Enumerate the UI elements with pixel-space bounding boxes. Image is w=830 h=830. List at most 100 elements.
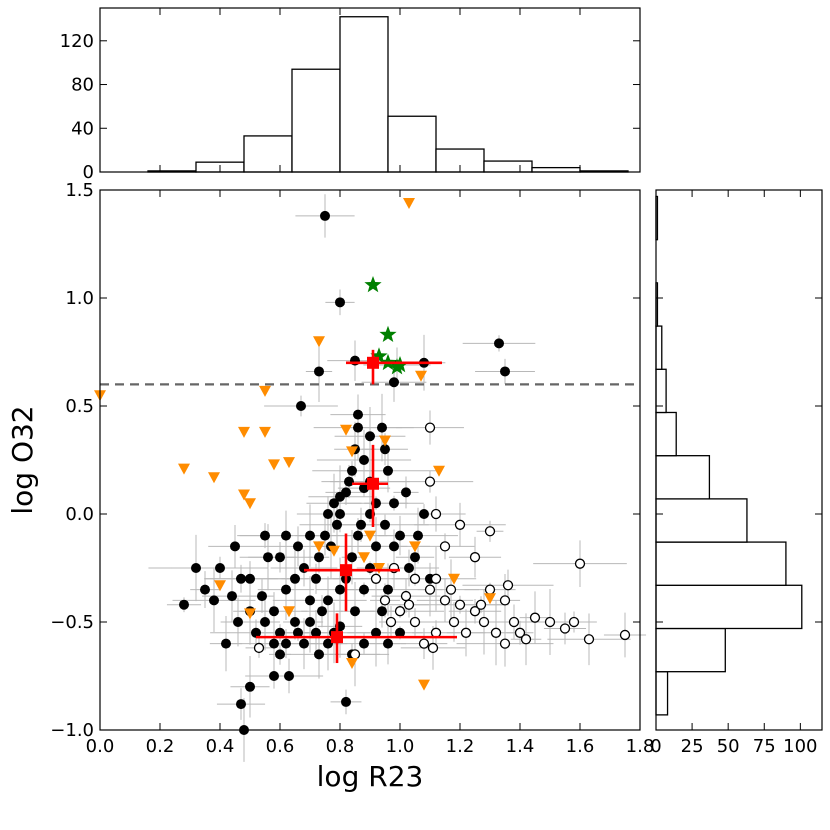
data-point-filled — [377, 606, 387, 617]
data-point-open — [484, 526, 496, 537]
top-histogram-panel: 0 40 80 120 — [60, 7, 641, 183]
x-tick-label: 0.2 — [146, 736, 175, 757]
data-point-filled — [284, 671, 294, 681]
data-point-filled — [323, 509, 333, 519]
data-point-open — [253, 642, 265, 654]
data-point-open — [403, 599, 415, 610]
binned-mean-marker — [367, 356, 379, 369]
y-tick-label: 80 — [71, 75, 94, 96]
histogram-bar — [531, 166, 581, 173]
x-tick-label: 100 — [783, 736, 817, 757]
histogram-bar — [655, 498, 748, 543]
data-point-filled — [347, 465, 357, 476]
data-point-star — [364, 276, 382, 293]
data-point-filled — [395, 627, 405, 638]
histogram-bar — [655, 627, 726, 673]
data-point-filled — [383, 465, 393, 476]
data-point-open — [508, 616, 520, 628]
data-point-open — [427, 642, 439, 654]
y-axis-label: log O32 — [6, 405, 39, 514]
data-point-filled — [404, 563, 414, 573]
data-point-open — [499, 595, 511, 606]
data-point-filled — [215, 563, 225, 573]
data-point-open — [439, 541, 451, 552]
data-point-triangle — [313, 336, 325, 348]
data-point-triangle — [346, 658, 358, 670]
data-point-triangle — [244, 498, 256, 510]
data-point-filled — [329, 498, 339, 509]
data-point-filled — [191, 563, 201, 573]
data-point-filled — [350, 355, 360, 366]
histogram-bar — [655, 541, 787, 586]
data-point-filled — [275, 552, 285, 563]
data-point-filled — [200, 584, 210, 595]
data-point-open — [418, 638, 430, 649]
y-tick-label: −1.0 — [50, 720, 94, 741]
data-point-filled — [320, 210, 330, 221]
data-point-filled — [179, 599, 189, 610]
data-point-filled — [359, 483, 369, 494]
data-point-triangle — [244, 608, 256, 620]
data-point-star — [370, 347, 388, 364]
x-tick-label: 1.0 — [386, 736, 415, 757]
data-point-triangle — [373, 563, 385, 574]
data-point-filled — [257, 591, 267, 602]
data-point-filled — [323, 638, 333, 649]
data-point-filled — [350, 606, 360, 617]
data-point-filled — [314, 366, 324, 377]
data-point-open — [385, 616, 397, 628]
data-point-filled — [380, 444, 390, 455]
data-point-filled — [365, 563, 375, 573]
data-point-triangle — [283, 606, 295, 618]
x-tick-label: 1.2 — [446, 736, 475, 757]
data-point-filled — [251, 627, 261, 638]
right-plot-frame — [655, 189, 823, 731]
data-point-filled — [377, 422, 387, 433]
data-point-open — [469, 552, 481, 563]
data-point-filled — [245, 573, 255, 584]
data-point-triangle — [358, 552, 370, 564]
y-tick-label: −0.5 — [50, 612, 94, 633]
data-point-filled — [371, 541, 381, 552]
data-point-triangle — [433, 465, 445, 477]
data-point-filled — [494, 338, 504, 349]
data-point-open — [520, 634, 532, 645]
data-point-filled — [356, 519, 366, 530]
data-point-filled — [281, 584, 291, 595]
data-point-filled — [236, 573, 246, 584]
right-axis-ticks: 0 25 50 75 100 — [650, 189, 822, 757]
data-point-triangle — [259, 426, 271, 438]
data-point-filled — [275, 627, 285, 638]
data-point-filled — [371, 627, 381, 638]
y-tick-label: 40 — [71, 118, 94, 139]
data-point-filled — [236, 699, 246, 710]
data-point-open — [499, 638, 511, 649]
binned-mean-marker — [340, 564, 352, 577]
top-axis-ticks: 0 40 80 120 — [60, 8, 641, 183]
histogram-bar — [387, 115, 437, 173]
data-point-filled — [293, 541, 303, 552]
histogram-bar — [655, 455, 711, 500]
binned-means — [256, 349, 457, 664]
data-point-filled — [359, 638, 369, 649]
data-point-filled — [335, 297, 345, 308]
data-point-filled — [413, 530, 423, 541]
data-point-filled — [314, 552, 324, 563]
top-plot-frame — [99, 7, 641, 173]
data-point-open — [394, 606, 406, 617]
data-point-open — [514, 627, 526, 638]
data-point-open — [445, 584, 457, 595]
data-point-open — [583, 634, 595, 645]
main-error-bars — [148, 194, 647, 762]
data-point-filled — [209, 595, 219, 606]
histogram-bar — [655, 584, 803, 630]
data-point-triangle — [409, 541, 421, 553]
x-tick-label: 0.0 — [86, 736, 115, 757]
data-point-open — [568, 616, 580, 628]
data-point-filled — [359, 584, 369, 595]
data-point-open — [370, 573, 382, 584]
data-point-filled — [305, 617, 315, 627]
data-point-filled — [335, 509, 345, 519]
data-point-triangle — [259, 385, 271, 397]
